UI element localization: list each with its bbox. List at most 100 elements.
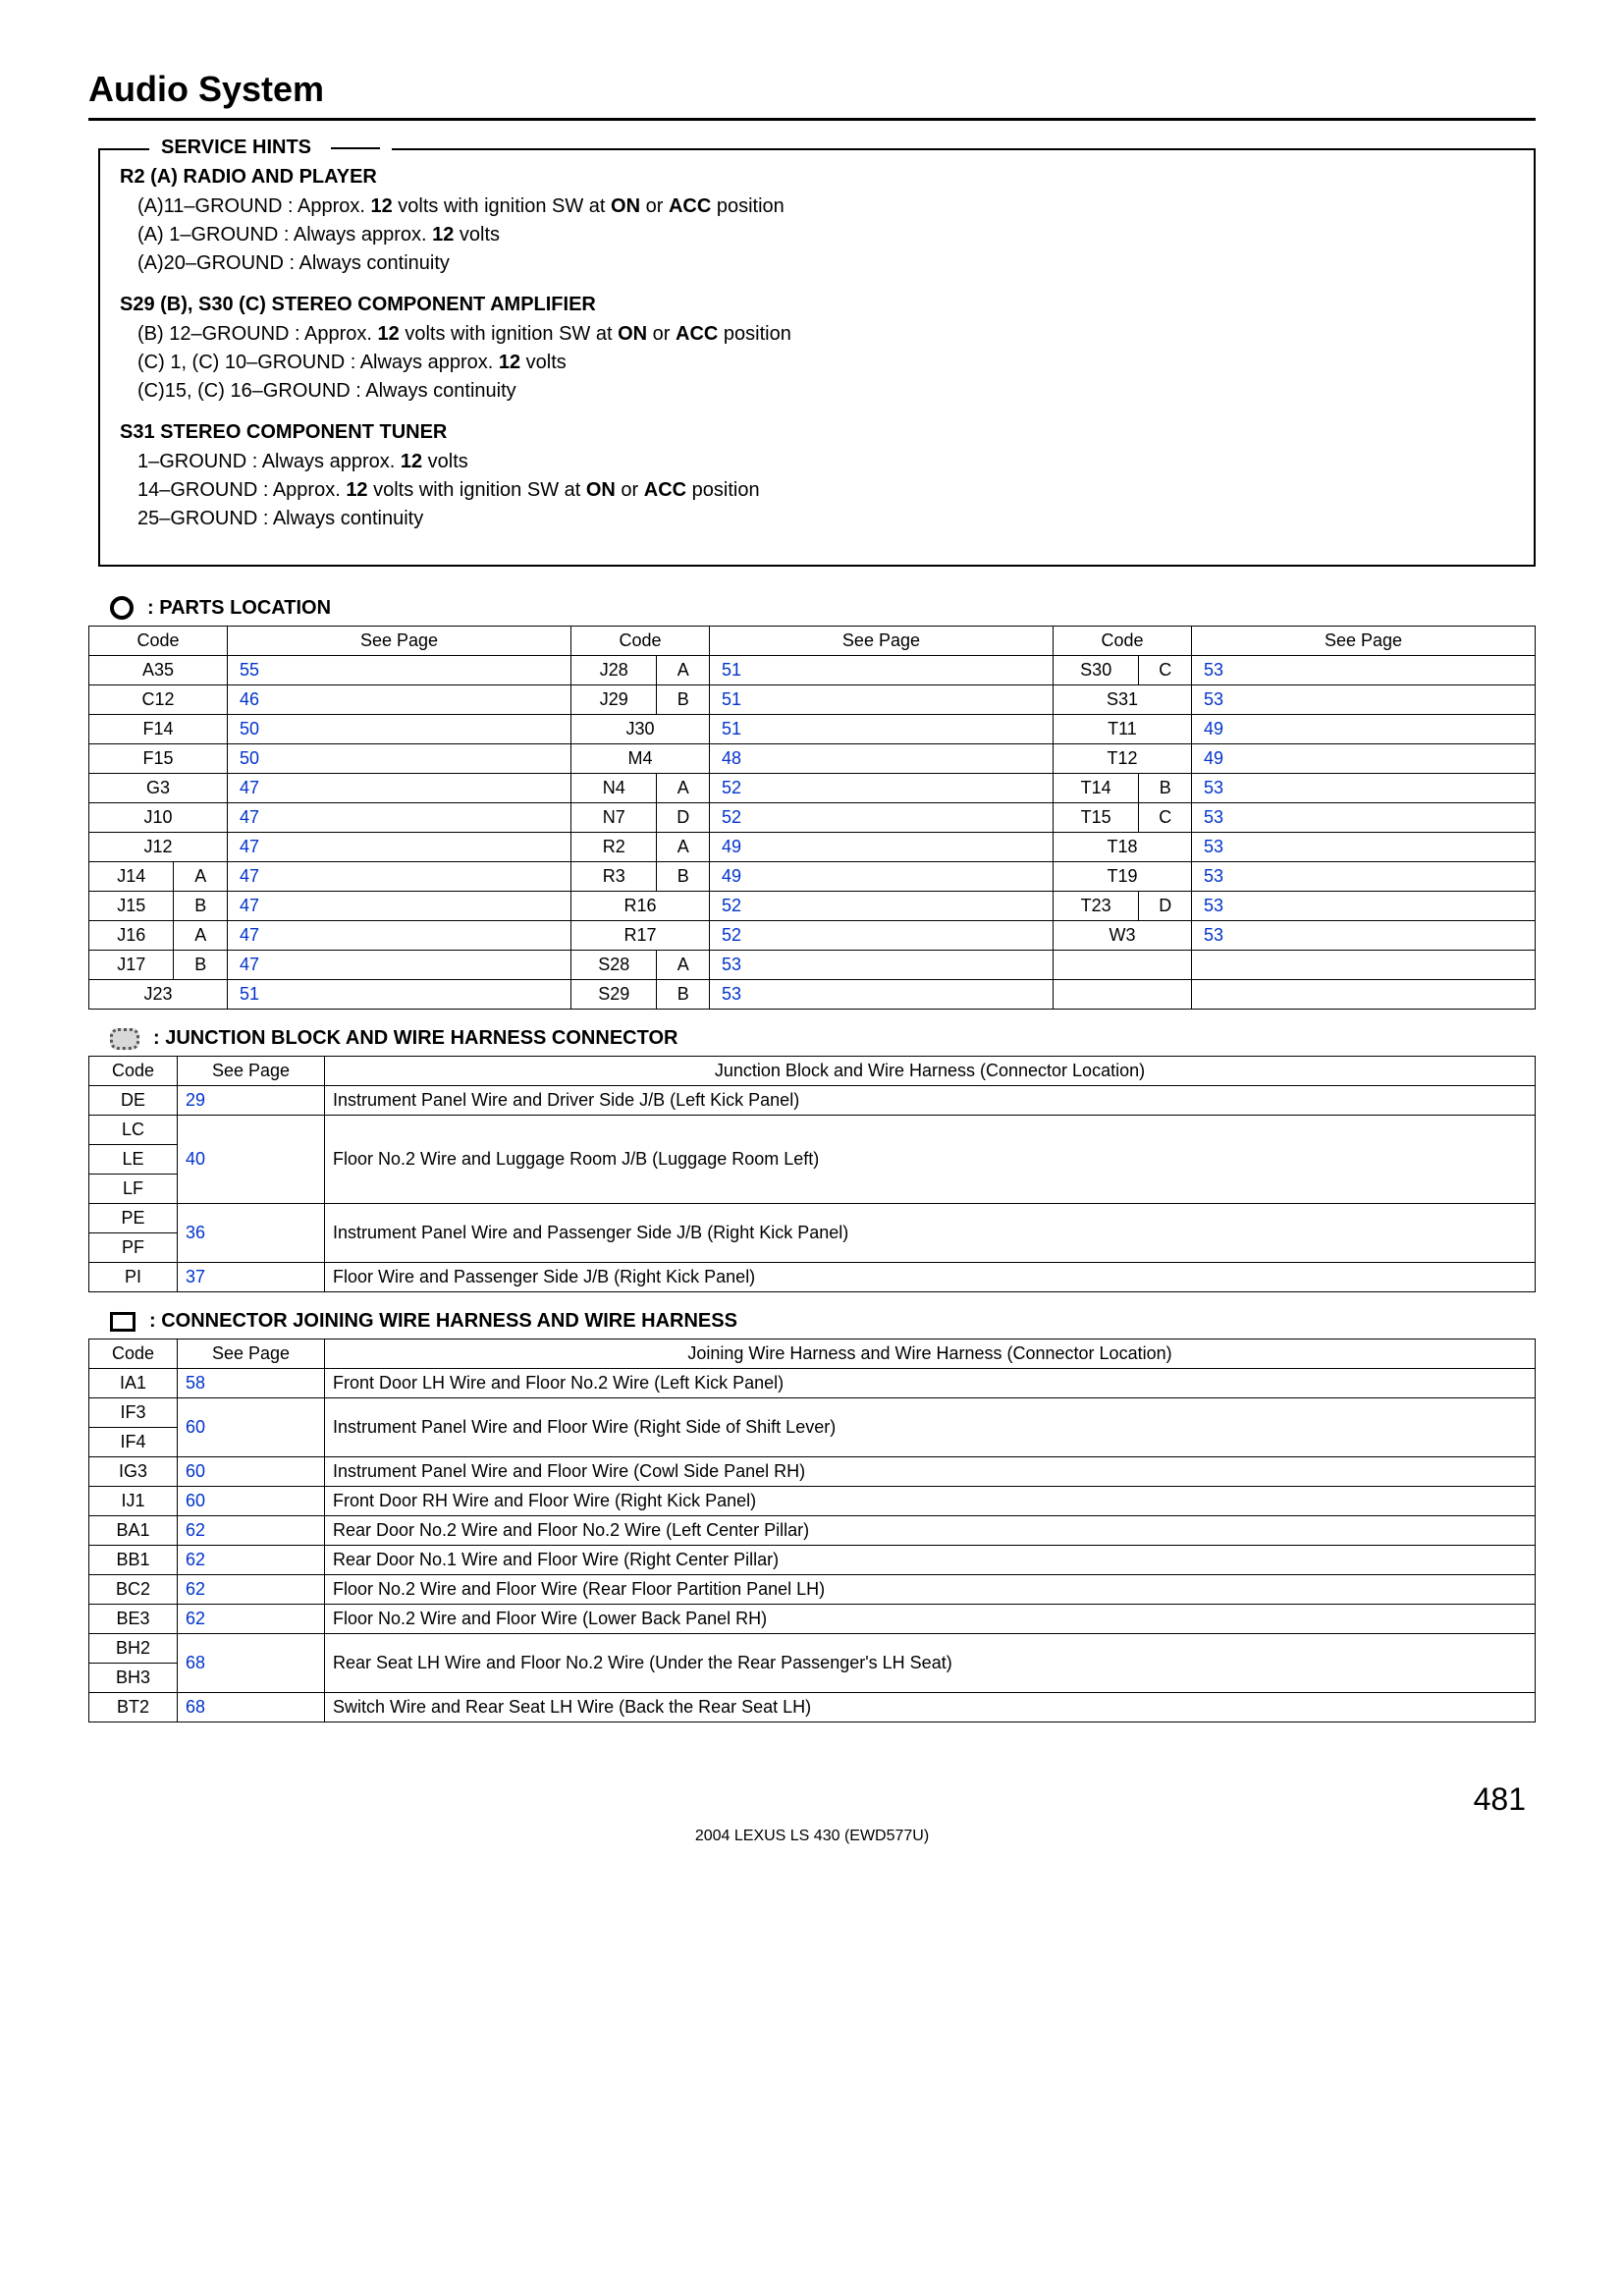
page-link[interactable]: 47 [240, 955, 259, 974]
table-cell: BH3 [89, 1664, 178, 1693]
table-cell: R17 [570, 921, 709, 951]
page-link[interactable]: 60 [186, 1491, 205, 1510]
page-link[interactable]: 37 [186, 1267, 205, 1286]
table-cell: Front Door RH Wire and Floor Wire (Right… [325, 1487, 1536, 1516]
table-header: Code [1053, 627, 1191, 656]
table-cell: BC2 [89, 1575, 178, 1605]
table-row: BA162Rear Door No.2 Wire and Floor No.2 … [89, 1516, 1536, 1546]
table-cell: J30 [570, 715, 709, 744]
table-cell: LC [89, 1116, 178, 1145]
page-link[interactable]: 62 [186, 1520, 205, 1540]
table-cell: B [657, 980, 710, 1010]
table-cell: 55 [227, 656, 570, 685]
page-link[interactable]: 29 [186, 1090, 205, 1110]
table-cell: Rear Seat LH Wire and Floor No.2 Wire (U… [325, 1634, 1536, 1693]
table-cell: 51 [709, 656, 1053, 685]
page-link[interactable]: 53 [1204, 660, 1223, 680]
page-link[interactable]: 50 [240, 748, 259, 768]
table-cell: 46 [227, 685, 570, 715]
parts-location-table: CodeSee PageCodeSee PageCodeSee PageA355… [88, 626, 1536, 1010]
page-link[interactable]: 68 [186, 1697, 205, 1717]
page-link[interactable]: 49 [722, 866, 741, 886]
table-cell: A [657, 951, 710, 980]
page-link[interactable]: 50 [240, 719, 259, 738]
page-link[interactable]: 47 [240, 866, 259, 886]
table-row: A3555J28A51S30C53 [89, 656, 1536, 685]
page-link[interactable]: 51 [722, 719, 741, 738]
table-header: Code [89, 627, 228, 656]
page-link[interactable]: 47 [240, 807, 259, 827]
page-link[interactable]: 62 [186, 1579, 205, 1599]
page-link[interactable]: 47 [240, 925, 259, 945]
table-row: J1247R2A49T1853 [89, 833, 1536, 862]
page-link[interactable]: 53 [1204, 837, 1223, 856]
circle-icon [110, 596, 134, 620]
page-link[interactable]: 48 [722, 748, 741, 768]
connector-joining-table: CodeSee PageJoining Wire Harness and Wir… [88, 1339, 1536, 1722]
page-link[interactable]: 47 [240, 778, 259, 797]
page-link[interactable]: 53 [722, 984, 741, 1004]
table-cell: Rear Door No.1 Wire and Floor Wire (Righ… [325, 1546, 1536, 1575]
table-cell: 47 [227, 833, 570, 862]
page-link[interactable]: 52 [722, 925, 741, 945]
page-number: 481 [88, 1781, 1536, 1818]
table-cell: 58 [178, 1369, 325, 1398]
page-link[interactable]: 53 [1204, 866, 1223, 886]
page-link[interactable]: 58 [186, 1373, 205, 1393]
page-link[interactable]: 53 [1204, 778, 1223, 797]
page-link[interactable]: 52 [722, 807, 741, 827]
page-link[interactable]: 46 [240, 689, 259, 709]
page-title: Audio System [88, 69, 1536, 121]
table-cell: 53 [1192, 833, 1536, 862]
hint-line: 14–GROUND : Approx. 12 volts with igniti… [120, 476, 1514, 505]
table-cell [1053, 980, 1191, 1010]
table-cell: J12 [89, 833, 228, 862]
page-link[interactable]: 60 [186, 1461, 205, 1481]
page-link[interactable]: 36 [186, 1223, 205, 1242]
table-cell: 53 [1192, 803, 1536, 833]
page-link[interactable]: 47 [240, 896, 259, 915]
hint-line: (A)11–GROUND : Approx. 12 volts with ign… [120, 192, 1514, 221]
page-link[interactable]: 53 [1204, 807, 1223, 827]
page-link[interactable]: 68 [186, 1653, 205, 1672]
table-cell: B [1139, 774, 1192, 803]
table-cell: T14 [1053, 774, 1138, 803]
page-link[interactable]: 47 [240, 837, 259, 856]
table-row: F1550M448T1249 [89, 744, 1536, 774]
table-header: See Page [1192, 627, 1536, 656]
page-link[interactable]: 62 [186, 1609, 205, 1628]
table-cell: J15 [89, 892, 174, 921]
page-link[interactable]: 53 [1204, 925, 1223, 945]
table-header: Code [570, 627, 709, 656]
table-cell: S30 [1053, 656, 1138, 685]
table-cell: 60 [178, 1487, 325, 1516]
table-cell: 62 [178, 1516, 325, 1546]
page-link[interactable]: 53 [722, 955, 741, 974]
table-header: See Page [227, 627, 570, 656]
page-link[interactable]: 52 [722, 778, 741, 797]
table-cell: C [1139, 803, 1192, 833]
page-link[interactable]: 49 [722, 837, 741, 856]
table-row: DE29Instrument Panel Wire and Driver Sid… [89, 1086, 1536, 1116]
page-link[interactable]: 51 [722, 660, 741, 680]
page-link[interactable]: 53 [1204, 689, 1223, 709]
connector-joining-header: : CONNECTOR JOINING WIRE HARNESS AND WIR… [110, 1310, 1536, 1333]
table-cell: A [657, 774, 710, 803]
page-link[interactable]: 55 [240, 660, 259, 680]
page-link[interactable]: 60 [186, 1417, 205, 1437]
page-link[interactable]: 49 [1204, 748, 1223, 768]
page-link[interactable]: 51 [240, 984, 259, 1004]
table-cell: 47 [227, 921, 570, 951]
page-link[interactable]: 40 [186, 1149, 205, 1169]
page-link[interactable]: 62 [186, 1550, 205, 1569]
page-link[interactable]: 49 [1204, 719, 1223, 738]
table-cell: T23 [1053, 892, 1138, 921]
table-cell: Instrument Panel Wire and Driver Side J/… [325, 1086, 1536, 1116]
table-cell: 47 [227, 803, 570, 833]
page-link[interactable]: 53 [1204, 896, 1223, 915]
table-cell: S31 [1053, 685, 1191, 715]
table-cell: Front Door LH Wire and Floor No.2 Wire (… [325, 1369, 1536, 1398]
page-link[interactable]: 52 [722, 896, 741, 915]
table-cell: 53 [1192, 656, 1536, 685]
page-link[interactable]: 51 [722, 689, 741, 709]
